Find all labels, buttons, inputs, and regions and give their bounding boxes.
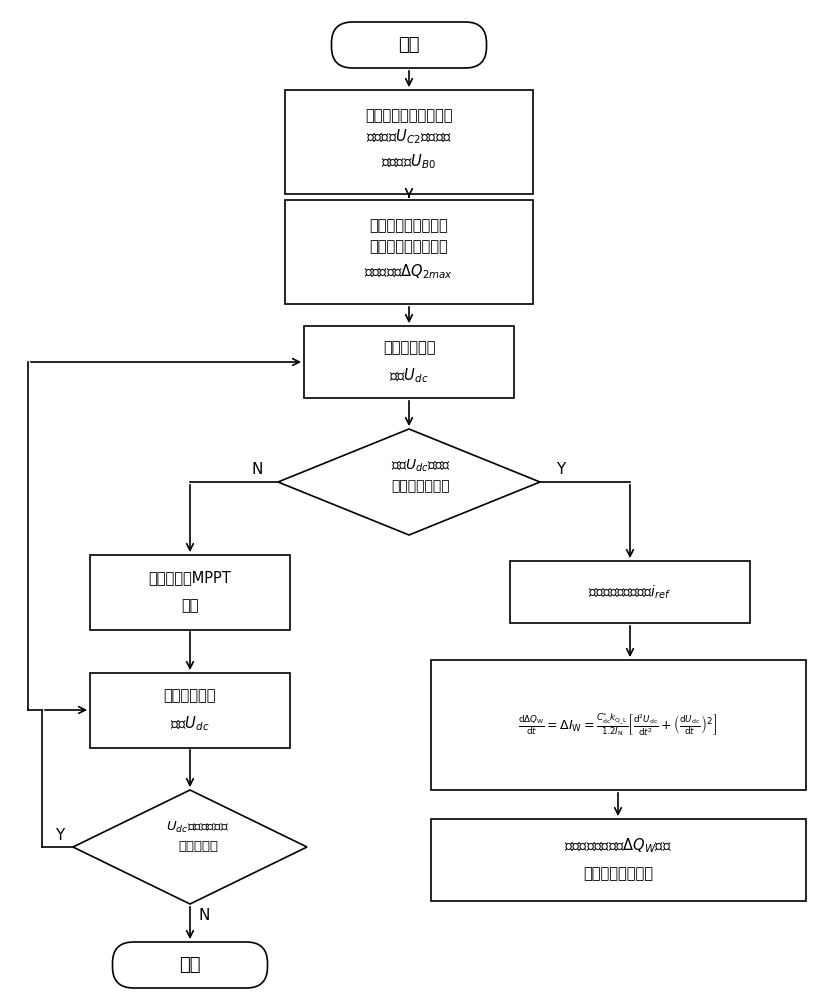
Text: 层控制模式: 层控制模式 — [178, 840, 218, 854]
Text: N: N — [251, 462, 263, 478]
Bar — [285, 90, 533, 194]
Bar — [304, 326, 514, 398]
Bar — [431, 819, 806, 901]
Text: 于第三控制模式: 于第三控制模式 — [391, 479, 450, 493]
Bar — [431, 660, 806, 790]
Text: 下直流电网允许的最: 下直流电网允许的最 — [369, 239, 448, 254]
Polygon shape — [278, 429, 540, 535]
FancyBboxPatch shape — [332, 22, 486, 68]
Text: 确定第二层控制的极限: 确定第二层控制的极限 — [365, 108, 453, 123]
Bar — [90, 672, 290, 748]
Polygon shape — [73, 790, 307, 904]
Bar — [285, 200, 533, 304]
Text: 结束: 结束 — [179, 956, 201, 974]
Text: 少电容器过度放电: 少电容器过度放电 — [583, 866, 653, 882]
Text: 检测直流母线: 检测直流母线 — [382, 340, 435, 356]
Bar — [90, 554, 290, 630]
Text: 计算第二层控制模式: 计算第二层控制模式 — [369, 219, 448, 233]
Text: 运行电压$U_{C2}$和初始运: 运行电压$U_{C2}$和初始运 — [366, 128, 452, 146]
Text: N: N — [198, 908, 210, 922]
Text: 提供暂态支撑电量$\Delta Q_W$，减: 提供暂态支撑电量$\Delta Q_W$，减 — [564, 837, 672, 855]
Text: 控制: 控制 — [181, 598, 199, 613]
Text: Y: Y — [56, 828, 65, 842]
Text: 大放电电量$\Delta Q_{2max}$: 大放电电量$\Delta Q_{2max}$ — [364, 263, 454, 281]
Text: $U_{dc}$是否处于第三: $U_{dc}$是否处于第三 — [166, 819, 229, 835]
Text: 开始: 开始 — [398, 36, 420, 54]
Text: 风机仗采用MPPT: 风机仗采用MPPT — [148, 570, 232, 585]
Text: 电压$U_{dc}$: 电压$U_{dc}$ — [170, 715, 210, 733]
Text: 电压$U_{dc}$: 电压$U_{dc}$ — [389, 367, 429, 385]
Text: Y: Y — [556, 462, 566, 478]
Text: 判断$U_{dc}$是否处: 判断$U_{dc}$是否处 — [391, 458, 450, 474]
FancyBboxPatch shape — [112, 942, 268, 988]
Text: 行点电压$U_{B0}$: 行点电压$U_{B0}$ — [382, 153, 437, 171]
Text: $\frac{\mathrm{d}\Delta Q_\mathrm{W}}{\mathrm{d}t}=\Delta I_\mathrm{W}=\frac{C_\: $\frac{\mathrm{d}\Delta Q_\mathrm{W}}{\m… — [518, 712, 717, 738]
Bar — [510, 561, 750, 623]
Text: 检测直流母线: 检测直流母线 — [164, 688, 216, 704]
Text: 调节风电电流参考值$i_{ref}$: 调节风电电流参考值$i_{ref}$ — [588, 583, 672, 601]
